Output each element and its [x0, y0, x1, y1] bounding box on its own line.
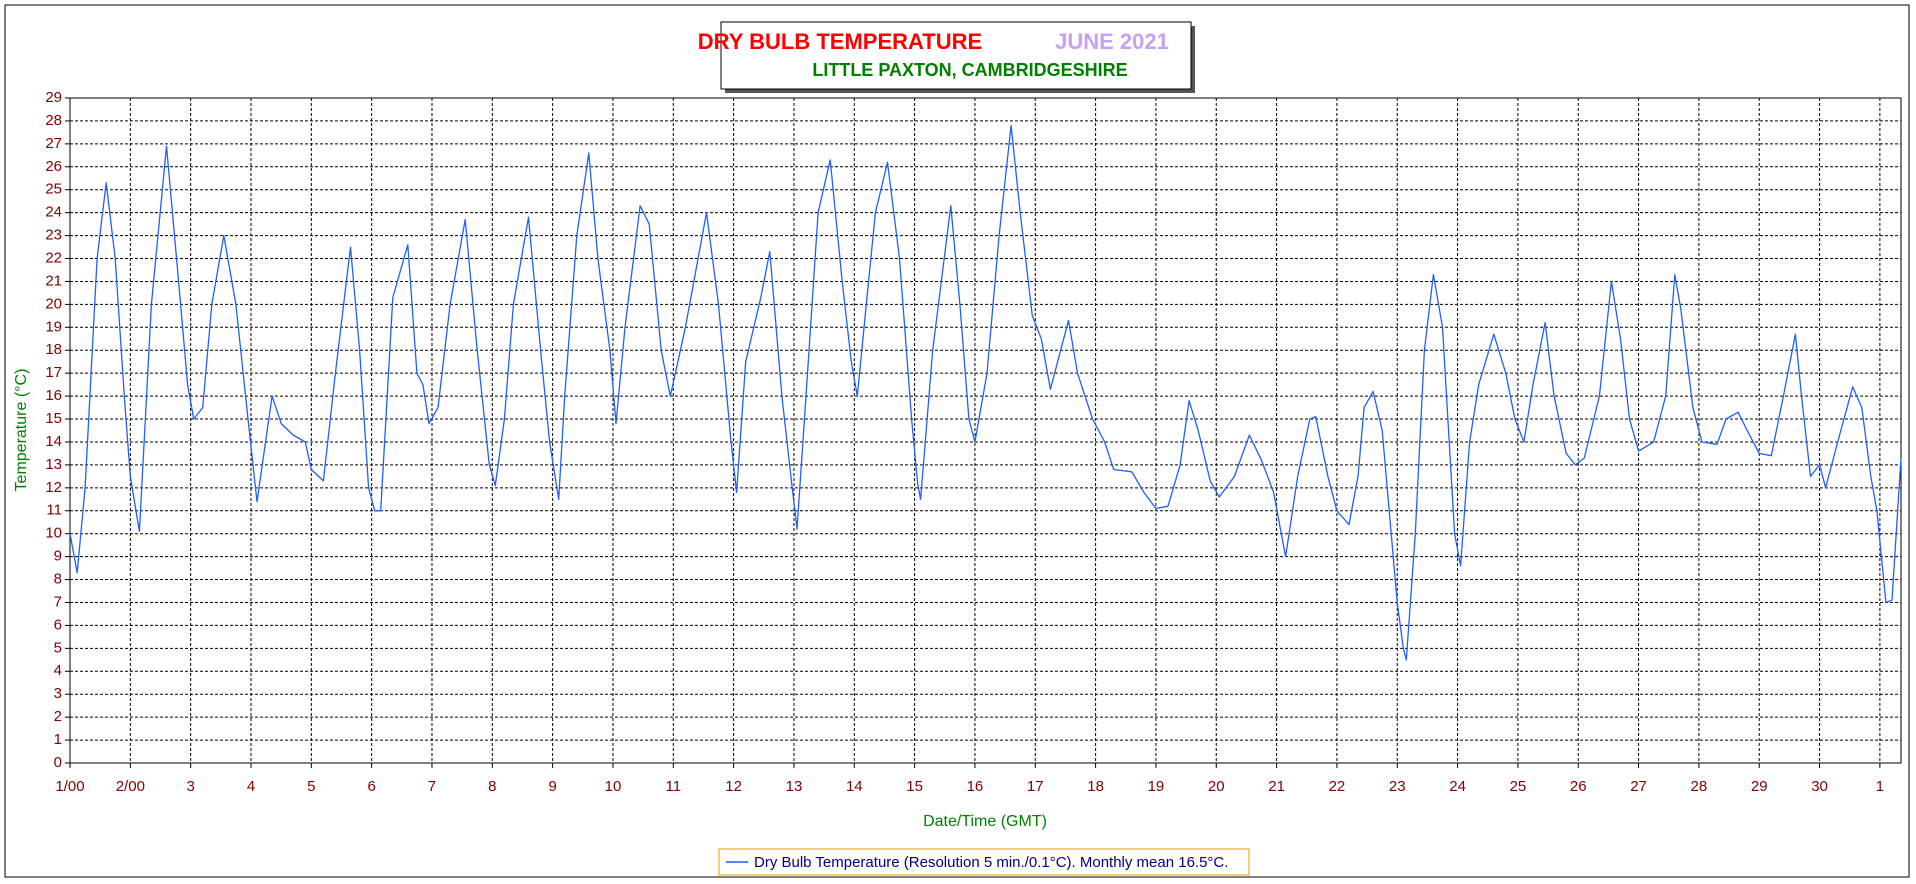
temperature-line [69, 124, 1902, 661]
x-tick-label: 28 [1691, 778, 1708, 795]
x-tick-label: 17 [1027, 778, 1044, 795]
chart-title: DRY BULB TEMPERATURE [698, 29, 982, 54]
y-tick-label: 2 [54, 708, 62, 725]
y-tick-label: 21 [45, 272, 62, 289]
x-tick-label: 9 [548, 778, 556, 795]
x-tick-label: 15 [906, 778, 923, 795]
x-tick-label: 8 [488, 778, 496, 795]
y-tick-label: 13 [45, 456, 62, 473]
y-tick-label: 27 [45, 135, 62, 152]
x-tick-label: 18 [1087, 778, 1104, 795]
x-tick-label: 12 [725, 778, 742, 795]
y-tick-label: 19 [45, 318, 62, 335]
legend-box [718, 848, 1250, 876]
x-tick-label: 22 [1329, 778, 1346, 795]
legend-label: Dry Bulb Temperature (Resolution 5 min./… [754, 854, 1228, 871]
x-tick-label: 5 [307, 778, 315, 795]
x-tick-label: 14 [846, 778, 863, 795]
x-tick-label: 7 [428, 778, 436, 795]
y-tick-label: 8 [54, 571, 62, 588]
x-tick-label: 6 [367, 778, 375, 795]
x-tick-label: 24 [1449, 778, 1466, 795]
x-tick-label: 23 [1389, 778, 1406, 795]
y-axis-label: Temperature (°C) [13, 369, 30, 492]
y-tick-label: 14 [45, 433, 62, 450]
plot-background [70, 98, 1901, 763]
x-tick-label: 13 [786, 778, 803, 795]
y-tick-label: 11 [46, 502, 62, 519]
y-tick-label: 23 [45, 227, 62, 244]
x-tick-label: 1/00 [55, 778, 84, 795]
y-tick-label: 28 [45, 112, 62, 129]
plot-frame [69, 97, 1902, 764]
y-tick-label: 29 [45, 89, 62, 106]
y-tick-label: 24 [45, 204, 62, 221]
y-tick-label: 9 [54, 548, 62, 565]
y-tick-label: 16 [45, 387, 62, 404]
x-tick-label: 19 [1148, 778, 1165, 795]
y-tick-label: 17 [45, 364, 62, 381]
y-tick-label: 18 [45, 341, 62, 358]
chart-subtitle: LITTLE PAXTON, CAMBRIDGESHIRE [812, 60, 1127, 80]
chart-title-period: JUNE 2021 [1055, 29, 1169, 54]
y-tick-label: 10 [45, 525, 62, 542]
x-tick-label: 10 [605, 778, 622, 795]
y-tick-label: 15 [45, 410, 62, 427]
y-tick-label: 22 [45, 249, 62, 266]
x-tick-label: 11 [666, 778, 682, 795]
plot-area: 0123456789101112131415161718192021222324… [45, 89, 1902, 795]
y-tick-label: 6 [54, 616, 62, 633]
y-tick-label: 3 [54, 685, 62, 702]
y-tick-label: 4 [54, 662, 62, 679]
y-tick-label: 0 [54, 754, 62, 771]
x-tick-label: 21 [1268, 778, 1285, 795]
x-tick-label: 30 [1811, 778, 1828, 795]
x-tick-label: 4 [247, 778, 255, 795]
x-tick-label: 3 [186, 778, 194, 795]
y-tick-label: 20 [45, 295, 62, 312]
y-tick-label: 26 [45, 158, 62, 175]
x-tick-label: 26 [1570, 778, 1587, 795]
y-tick-label: 1 [54, 731, 62, 748]
y-tick-label: 12 [45, 479, 62, 496]
x-tick-label: 20 [1208, 778, 1225, 795]
y-tick-label: 25 [45, 181, 62, 198]
x-axis-label: Date/Time (GMT) [923, 813, 1047, 830]
y-tick-label: 5 [54, 639, 62, 656]
x-tick-label: 25 [1510, 778, 1527, 795]
title-box [720, 21, 1192, 90]
x-tick-label: 2/00 [116, 778, 145, 795]
y-tick-label: 7 [54, 593, 62, 610]
x-tick-label: 29 [1751, 778, 1768, 795]
x-tick-label: 27 [1630, 778, 1647, 795]
x-tick-label: 16 [967, 778, 984, 795]
x-tick-label: 1 [1876, 778, 1884, 795]
